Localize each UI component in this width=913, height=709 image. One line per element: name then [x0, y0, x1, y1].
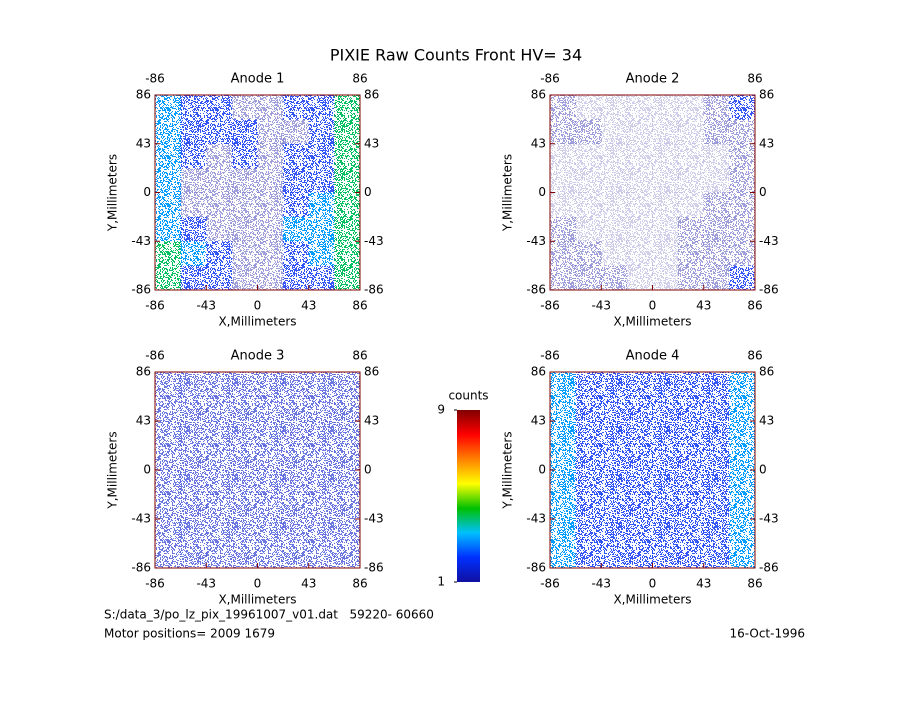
x2-tick-label: -86 [540, 349, 560, 363]
y-tick-label: 86 [531, 88, 546, 102]
y-tick-label: 0 [538, 463, 546, 477]
x-tick-label: 43 [696, 299, 711, 313]
x2-tick-label: -86 [145, 72, 165, 86]
panel-title: Anode 2 [626, 72, 680, 87]
colorbar-tick-label: 9 [437, 403, 445, 417]
y2-tick-label: -43 [759, 512, 779, 526]
x2-tick-label: 86 [352, 349, 367, 363]
y2-tick-label: 86 [364, 88, 379, 102]
texture [155, 95, 360, 290]
panel-title: Anode 1 [231, 72, 285, 87]
x-tick-label: -43 [591, 577, 611, 591]
y-tick-label: -43 [526, 512, 546, 526]
x-tick-label: -86 [540, 299, 560, 313]
y-tick-label: -86 [131, 561, 151, 575]
x-tick-label: 0 [254, 299, 262, 313]
colorbar-tick-label: 1 [437, 575, 445, 589]
texture [550, 372, 755, 568]
y-tick-label: 86 [136, 88, 151, 102]
x-tick-label: 0 [649, 299, 657, 313]
x2-tick-label: 86 [747, 349, 762, 363]
y2-tick-label: 0 [759, 463, 767, 477]
x-axis-label: X,Millimeters [218, 593, 296, 607]
y-axis-label: Y,Millimeters [106, 431, 120, 509]
x-tick-label: -43 [196, 577, 216, 591]
x-tick-label: 43 [301, 299, 316, 313]
y2-tick-label: 43 [364, 414, 379, 428]
motor-label: Motor positions= 2009 1679 [104, 627, 275, 641]
panel-title: Anode 3 [231, 349, 285, 364]
colorbar-label: counts [448, 389, 488, 403]
x-tick-label: -86 [540, 577, 560, 591]
y-tick-label: -43 [131, 512, 151, 526]
y-axis-label: Y,Millimeters [501, 154, 515, 232]
x-tick-label: 86 [352, 299, 367, 313]
x2-tick-label: -86 [540, 72, 560, 86]
y-tick-label: -86 [131, 283, 151, 297]
y-tick-label: -43 [526, 234, 546, 248]
figure-title: PIXIE Raw Counts Front HV= 34 [330, 46, 582, 65]
x2-tick-label: 86 [747, 72, 762, 86]
x-tick-label: 43 [301, 577, 316, 591]
y2-tick-label: -43 [364, 512, 384, 526]
y2-tick-label: -43 [759, 234, 779, 248]
x-tick-label: -86 [145, 299, 165, 313]
y-axis-label: Y,Millimeters [106, 154, 120, 232]
x-tick-label: 0 [254, 577, 262, 591]
y-tick-label: 43 [136, 414, 151, 428]
y2-tick-label: -86 [364, 283, 384, 297]
y-tick-label: 43 [531, 136, 546, 150]
x-axis-label: X,Millimeters [218, 315, 296, 329]
x2-tick-label: -86 [145, 349, 165, 363]
y-axis-label: Y,Millimeters [501, 431, 515, 509]
y2-tick-label: -86 [759, 561, 779, 575]
x-tick-label: 86 [352, 577, 367, 591]
y-tick-label: -86 [526, 561, 546, 575]
x-tick-label: 86 [747, 577, 762, 591]
y2-tick-label: 43 [759, 136, 774, 150]
file-label: S:/data_3/po_lz_pix_19961007_v01.dat 592… [104, 608, 434, 622]
y2-tick-label: -86 [759, 283, 779, 297]
x-tick-label: 43 [696, 577, 711, 591]
x-tick-label: 86 [747, 299, 762, 313]
y2-tick-label: 86 [759, 365, 774, 379]
y-tick-label: -43 [131, 234, 151, 248]
y-tick-label: 0 [143, 185, 151, 199]
y2-tick-label: 0 [364, 185, 372, 199]
y2-tick-label: 0 [364, 463, 372, 477]
y-tick-label: 86 [136, 365, 151, 379]
x-tick-label: -43 [591, 299, 611, 313]
colorbar [457, 410, 480, 582]
y2-tick-label: -86 [364, 561, 384, 575]
x-tick-label: -43 [196, 299, 216, 313]
y2-tick-label: 86 [364, 365, 379, 379]
x-axis-label: X,Millimeters [613, 315, 691, 329]
y-tick-label: 0 [143, 463, 151, 477]
panel-title: Anode 4 [626, 349, 680, 364]
y-tick-label: 86 [531, 365, 546, 379]
x2-tick-label: 86 [352, 72, 367, 86]
y2-tick-label: 86 [759, 88, 774, 102]
x-axis-label: X,Millimeters [613, 593, 691, 607]
y2-tick-label: -43 [364, 234, 384, 248]
y-tick-label: 43 [531, 414, 546, 428]
y-tick-label: 0 [538, 185, 546, 199]
x-tick-label: -86 [145, 577, 165, 591]
y2-tick-label: 43 [759, 414, 774, 428]
y-tick-label: -86 [526, 283, 546, 297]
date-label: 16-Oct-1996 [729, 627, 805, 641]
y2-tick-label: 43 [364, 136, 379, 150]
texture [550, 95, 755, 290]
y-tick-label: 43 [136, 136, 151, 150]
texture [155, 372, 360, 568]
y2-tick-label: 0 [759, 185, 767, 199]
x-tick-label: 0 [649, 577, 657, 591]
